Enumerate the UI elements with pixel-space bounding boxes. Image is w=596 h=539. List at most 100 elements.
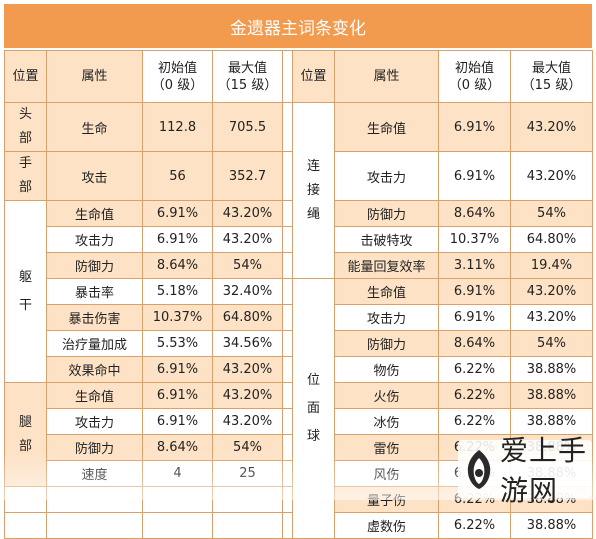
- initial-value-cell: 4: [142, 460, 213, 487]
- attribute-cell: 生命值: [46, 382, 143, 409]
- initial-value-cell: 8.64%: [142, 252, 213, 279]
- table-row: 攻击力 6.91% 43.20% 击破特攻 10.37% 64.80%: [5, 226, 593, 253]
- position-torso-label: 躯干: [18, 269, 32, 313]
- attribute-cell: 击破特攻: [334, 226, 439, 253]
- position-hand: 手部: [4, 151, 47, 201]
- max-value-cell: 54%: [510, 330, 593, 357]
- initial-value-cell: 6.91%: [142, 200, 213, 227]
- initial-value-cell: 8.64%: [438, 330, 511, 357]
- initial-value-cell: 10.37%: [142, 304, 213, 331]
- header-position-right: 位置: [292, 50, 335, 103]
- table-row: 攻击力 6.91% 43.20% 冰伤 6.22% 38.88%: [5, 408, 593, 435]
- column-gap: [282, 278, 293, 305]
- position-legs-label: 腿部: [18, 414, 32, 454]
- attribute-cell: 防御力: [46, 434, 143, 461]
- initial-value-cell: 6.91%: [142, 356, 213, 383]
- attribute-cell: 效果命中: [46, 356, 143, 383]
- attribute-cell: 生命值: [334, 278, 439, 305]
- attribute-cell: 虚数伤: [334, 512, 439, 539]
- attribute-cell: 攻击力: [334, 304, 439, 331]
- max-value-cell: 64.80%: [510, 226, 593, 253]
- table-row: 躯干 生命值 6.91% 43.20% 防御力 8.64% 54%: [4, 200, 593, 383]
- column-gap: [282, 330, 293, 357]
- max-value-cell: 54%: [212, 252, 283, 279]
- initial-value-cell: 6.22%: [438, 356, 511, 383]
- table-row: 腿部 生命值 6.91% 43.20% 火伤 6.22% 38.88%: [4, 382, 593, 487]
- position-rope-label: 连接绳: [306, 158, 320, 222]
- table-row: 手部 攻击 56 352.7 攻击力 6.91% 43.20%: [4, 151, 593, 201]
- column-gap: [282, 102, 293, 152]
- initial-value-cell: 56: [142, 151, 213, 201]
- attribute-cell: 速度: [46, 460, 143, 487]
- position-head: 头部: [4, 102, 47, 152]
- max-value-cell: 43.20%: [212, 226, 283, 253]
- max-value-cell: 54%: [510, 200, 593, 227]
- initial-value-cell: 6.91%: [438, 278, 511, 305]
- initial-value-cell: 6.91%: [142, 382, 213, 409]
- initial-value-cell: 6.22%: [438, 382, 511, 409]
- empty-cell: [142, 512, 213, 539]
- attribute-cell: 防御力: [334, 330, 439, 357]
- table-row: 治疗量加成 5.53% 34.56% 防御力 8.64% 54%: [5, 330, 593, 357]
- attribute-cell: 生命值: [334, 102, 439, 152]
- initial-value-cell: 6.91%: [438, 102, 511, 152]
- position-sphere-label: 位面球: [306, 372, 320, 444]
- column-gap: [282, 382, 293, 409]
- table-row: 暴击率 5.18% 32.40% 位面球 生命值 6.91% 43.20%: [5, 278, 593, 539]
- header-max-right: 最大值 （15 级）: [510, 50, 593, 103]
- attribute-cell: 雷伤: [334, 434, 439, 461]
- position-hand-label: 手部: [18, 156, 32, 195]
- column-gap: [282, 252, 293, 279]
- header-attribute-left: 属性: [46, 50, 143, 103]
- attribute-cell: 攻击: [46, 151, 143, 201]
- header-initial-right: 初始值 （0 级）: [438, 50, 511, 103]
- max-value-cell: 25: [212, 460, 283, 487]
- table-row: 头部 生命 112.8 705.5 连接绳 生命值 6.91% 43.20%: [4, 102, 593, 279]
- attribute-cell: 暴击伤害: [46, 304, 143, 331]
- column-gap: [282, 512, 293, 539]
- position-legs: 腿部: [4, 382, 47, 487]
- attribute-cell: 生命: [46, 102, 143, 152]
- header-attribute-right: 属性: [334, 50, 439, 103]
- attribute-cell: 攻击力: [334, 151, 439, 201]
- initial-value-cell: 6.91%: [142, 408, 213, 435]
- column-gap: [282, 50, 293, 103]
- empty-cell: [212, 512, 283, 539]
- initial-value-cell: 5.18%: [142, 278, 213, 305]
- initial-value-cell: 112.8: [142, 102, 213, 152]
- initial-value-cell: 8.64%: [142, 434, 213, 461]
- position-rope: 连接绳: [292, 102, 335, 279]
- attribute-cell: 风伤: [334, 460, 439, 487]
- watermark-text: 爱上手游网: [500, 434, 588, 507]
- watermark: 爱上手游网: [458, 434, 592, 507]
- initial-value-cell: 6.91%: [438, 151, 511, 201]
- initial-value-cell: 6.22%: [438, 512, 511, 539]
- attribute-cell: 物伤: [334, 356, 439, 383]
- table-row: 暴击伤害 10.37% 64.80% 攻击力 6.91% 43.20%: [5, 304, 593, 331]
- position-torso: 躯干: [4, 200, 47, 383]
- column-gap: [282, 304, 293, 331]
- column-gap: [282, 408, 293, 435]
- max-value-cell: 38.88%: [510, 512, 593, 539]
- header-max-left: 最大值 （15 级）: [212, 50, 283, 103]
- attribute-cell: 攻击力: [46, 408, 143, 435]
- max-value-cell: 43.20%: [510, 102, 593, 152]
- max-value-cell: 32.40%: [212, 278, 283, 305]
- max-value-cell: 19.4%: [510, 252, 593, 279]
- initial-value-cell: 6.91%: [142, 226, 213, 253]
- initial-value-cell: 6.22%: [438, 408, 511, 435]
- table-row: 效果命中 6.91% 43.20% 物伤 6.22% 38.88%: [5, 356, 593, 383]
- column-gap: [282, 434, 293, 461]
- header-position-left: 位置: [4, 50, 47, 103]
- header-initial-left: 初始值 （0 级）: [142, 50, 213, 103]
- relic-main-stat-table: 位置 属性 初始值 （0 级） 最大值 （15 级） 位置 属性 初始值 （0 级） 最大值 …: [4, 50, 593, 539]
- max-value-cell: 38.88%: [510, 382, 593, 409]
- max-value-cell: 64.80%: [212, 304, 283, 331]
- empty-cell: [46, 512, 143, 539]
- max-value-cell: 352.7: [212, 151, 283, 201]
- table-row: 防御力 8.64% 54% 能量回复效率 3.11% 19.4%: [5, 252, 593, 279]
- watermark-logo-icon: [462, 447, 496, 491]
- max-value-cell: 38.88%: [510, 408, 593, 435]
- max-value-cell: 43.20%: [212, 200, 283, 227]
- max-value-cell: 43.20%: [212, 408, 283, 435]
